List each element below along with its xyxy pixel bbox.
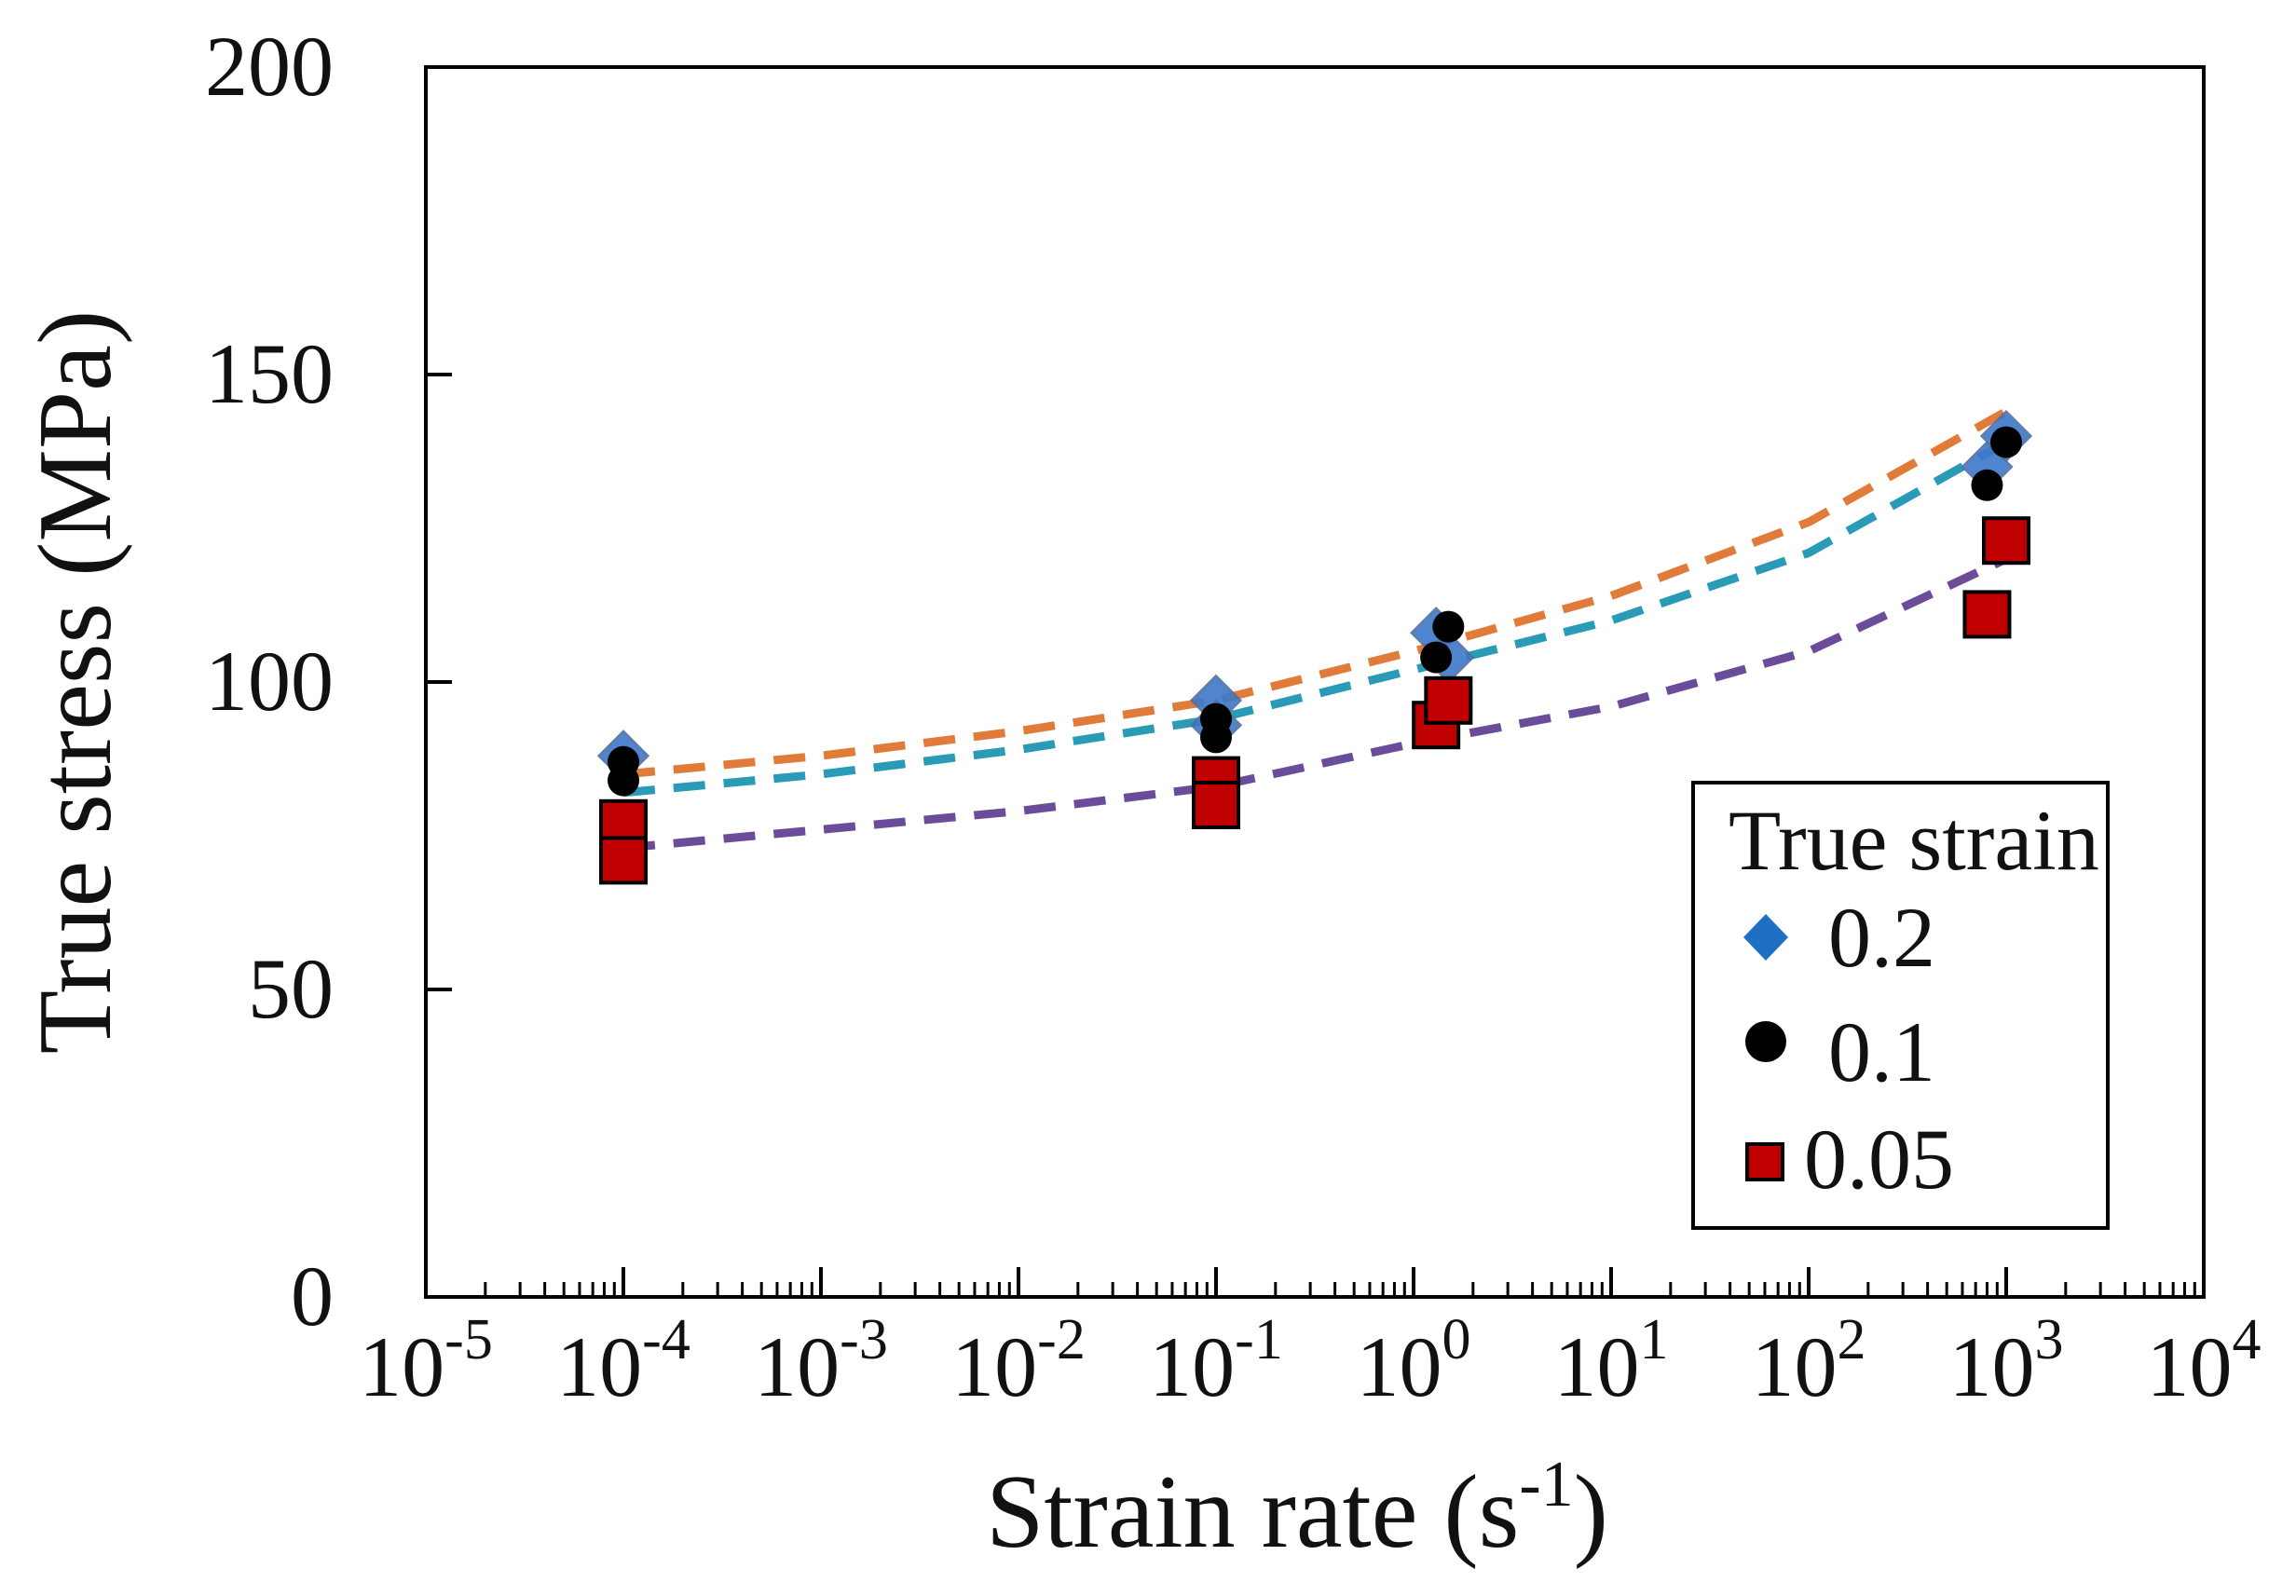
x-tick-label: 104: [2147, 1308, 2262, 1414]
x-tick-label: 10-1: [1149, 1308, 1283, 1414]
legend-entry-0.05: 0.05: [1804, 1112, 1954, 1207]
point-strain-0.1: [1432, 610, 1465, 643]
x-tick-label: 10-2: [951, 1308, 1086, 1414]
axis-ticks: [426, 373, 2196, 1297]
point-strain-0.05: [599, 836, 648, 885]
point-strain-0.05: [1192, 781, 1240, 829]
fit-lines: [622, 407, 2009, 853]
y-tick-labels: 0 50 100 150 200: [205, 19, 334, 1344]
fit-0.05-line: [622, 554, 2008, 853]
point-strain-0.05: [1982, 516, 2030, 566]
x-tick-label: 10-3: [754, 1308, 888, 1414]
point-strain-0.1: [1990, 426, 2022, 458]
legend: True strain 0.2 0.1 0.05: [1691, 781, 2110, 1230]
data-points: [596, 409, 2033, 885]
point-strain-0.1: [1420, 641, 1453, 674]
fit-0.1-line: [622, 438, 2009, 798]
x-axis-title: Strain rate (s-1): [986, 1449, 1608, 1570]
legend-entry-0.1: 0.1: [1828, 1004, 1935, 1099]
point-strain-0.1: [1200, 721, 1232, 754]
legend-circle-icon: [1745, 1021, 1786, 1062]
x-tick-label: 101: [1554, 1308, 1669, 1414]
point-strain-0.1: [1971, 469, 2003, 501]
y-tick-label-0: 0: [291, 1248, 334, 1344]
point-strain-0.05: [1962, 590, 2012, 639]
legend-square-icon: [1745, 1142, 1784, 1181]
x-tick-label: 103: [1949, 1308, 2064, 1414]
x-tick-labels: 10-5 10-4 10-3 10-2 10-1 100 101 102 103 104: [359, 1308, 2261, 1414]
y-tick-label-100: 100: [205, 634, 334, 729]
y-tick-label-150: 150: [205, 326, 334, 421]
point-strain-0.05: [1424, 675, 1473, 725]
legend-diamond-icon: [1743, 914, 1788, 961]
legend-title: True strain: [1729, 793, 2099, 888]
x-tick-label: 100: [1357, 1308, 1471, 1414]
legend-entry-0.2: 0.2: [1828, 890, 1935, 985]
x-tick-label: 10-5: [359, 1308, 493, 1414]
x-tick-label: 102: [1752, 1308, 1866, 1414]
y-tick-label-200: 200: [205, 19, 334, 114]
y-axis-title: True stress (MPa): [18, 310, 133, 1055]
point-strain-0.1: [608, 764, 639, 797]
x-tick-label: 10-4: [556, 1308, 690, 1414]
y-tick-label-50: 50: [248, 941, 334, 1036]
fit-0.2-line: [622, 407, 2009, 779]
